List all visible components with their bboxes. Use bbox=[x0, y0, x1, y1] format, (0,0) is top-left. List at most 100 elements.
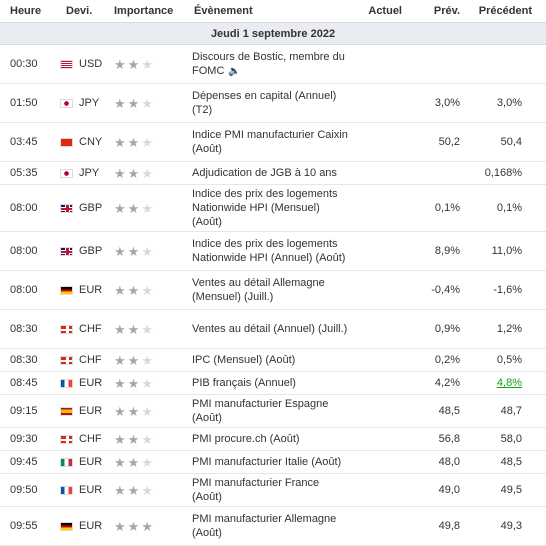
star-icon: ★ bbox=[127, 454, 140, 470]
col-importance-header[interactable]: Importance bbox=[114, 0, 192, 23]
speaker-icon[interactable]: 🔈 bbox=[228, 65, 241, 77]
event-forecast bbox=[402, 44, 466, 84]
event-name[interactable]: Indice des prix des logements Nationwide… bbox=[192, 231, 352, 271]
event-previous-value: 49,5 bbox=[500, 484, 522, 496]
star-icon: ★ bbox=[141, 375, 153, 391]
event-name-text[interactable]: PMI manufacturier Italie (Août) bbox=[192, 456, 342, 468]
table-header: Heure Devi. Importance Évènement Actuel … bbox=[0, 0, 546, 23]
event-name[interactable]: PIB français (Annuel) bbox=[192, 371, 352, 395]
event-name[interactable]: Indice des prix des logements Nationwide… bbox=[192, 184, 352, 232]
event-forecast: 56,8 bbox=[402, 427, 466, 451]
star-icon: ★ bbox=[114, 200, 126, 216]
event-name-text[interactable]: Indice PMI manufacturier Caixin (Août) bbox=[192, 129, 348, 155]
table-row[interactable]: 09:30 CHF ★ ★ ★ PMI procure.ch (Août) 56,8… bbox=[0, 427, 546, 451]
event-name-text[interactable]: Dépenses en capital (Annuel) (T2) bbox=[192, 90, 337, 116]
currency-code: EUR bbox=[79, 377, 103, 389]
event-name-text[interactable]: PIB français (Annuel) bbox=[192, 377, 296, 389]
event-name-text[interactable]: PMI manufacturier Espagne (Août) bbox=[192, 398, 329, 424]
event-previous-value: 11,0% bbox=[491, 245, 522, 257]
event-name-text[interactable]: PMI manufacturier Allemagne (Août) bbox=[192, 513, 337, 539]
event-forecast: 49,0 bbox=[402, 473, 466, 507]
table-row[interactable]: 08:00 GBP ★ ★ ★ Indice des prix des logeme… bbox=[0, 231, 546, 271]
event-name-text[interactable]: Indice des prix des logements Nationwide… bbox=[192, 238, 346, 264]
col-previous-header[interactable]: Précédent bbox=[466, 0, 546, 23]
event-name[interactable]: Dépenses en capital (Annuel) (T2) bbox=[192, 83, 352, 123]
event-name[interactable]: Indice PMI manufacturier Caixin (Août) bbox=[192, 122, 352, 162]
col-event-header[interactable]: Évènement bbox=[192, 0, 352, 23]
event-name-text[interactable]: PMI manufacturier France (Août) bbox=[192, 477, 320, 503]
event-actual bbox=[352, 506, 402, 546]
table-row[interactable]: 08:45 EUR ★ ★ ★ PIB français (Annuel) 4,2%… bbox=[0, 371, 546, 395]
table-row[interactable]: 09:55 EUR ★ ★ ★ PMI manufacturier Allemagn… bbox=[0, 506, 546, 546]
event-name[interactable]: Ventes au détail (Annuel) (Juill.) bbox=[192, 309, 352, 349]
event-name-text[interactable]: Ventes au détail Allemagne (Mensuel) (Ju… bbox=[192, 277, 325, 303]
star-icon: ★ bbox=[127, 518, 140, 534]
star-icon: ★ bbox=[127, 431, 140, 447]
star-icon: ★ bbox=[114, 375, 126, 391]
event-currency: EUR bbox=[58, 270, 114, 310]
event-name[interactable]: PMI manufacturier Allemagne (Août) bbox=[192, 506, 352, 546]
col-currency-header[interactable]: Devi. bbox=[58, 0, 114, 23]
star-icon: ★ bbox=[141, 482, 153, 498]
currency-code: JPY bbox=[79, 167, 100, 179]
event-importance: ★ ★ ★ bbox=[114, 427, 192, 451]
flag-jp-icon bbox=[60, 98, 73, 108]
table-row[interactable]: 08:00 GBP ★ ★ ★ Indice des prix des logeme… bbox=[0, 184, 546, 232]
table-row[interactable]: 03:45 CNY ★ ★ ★ Indice PMI manufacturier C… bbox=[0, 122, 546, 162]
event-name-text[interactable]: Adjudication de JGB à 10 ans bbox=[192, 167, 337, 179]
table-row[interactable]: 00:30 USD ★ ★ ★ Discours de Bostic, membre… bbox=[0, 44, 546, 84]
event-time: 09:50 bbox=[0, 473, 58, 507]
table-row[interactable]: 08:30 CHF ★ ★ ★ IPC (Mensuel) (Août) 0,2% … bbox=[0, 348, 546, 372]
star-icon: ★ bbox=[127, 200, 140, 216]
event-currency: GBP bbox=[58, 231, 114, 271]
event-name[interactable]: PMI manufacturier France (Août) bbox=[192, 473, 352, 507]
table-row[interactable]: 09:50 EUR ★ ★ ★ PMI manufacturier France (… bbox=[0, 473, 546, 507]
col-time-header[interactable]: Heure bbox=[0, 0, 58, 23]
star-icon: ★ bbox=[127, 56, 140, 72]
star-icon: ★ bbox=[127, 352, 140, 368]
event-name[interactable]: PMI procure.ch (Août) bbox=[192, 427, 352, 451]
flag-gb-icon bbox=[60, 203, 73, 213]
event-name-text[interactable]: Ventes au détail (Annuel) (Juill.) bbox=[192, 323, 348, 335]
event-currency: EUR bbox=[58, 506, 114, 546]
event-name[interactable]: Adjudication de JGB à 10 ans bbox=[192, 161, 352, 185]
table-row[interactable]: 01:50 JPY ★ ★ ★ Dépenses en capital (Annue… bbox=[0, 83, 546, 123]
table-row[interactable]: 05:35 JPY ★ ★ ★ Adjudication de JGB à 10 a… bbox=[0, 161, 546, 185]
table-row[interactable]: 08:30 CHF ★ ★ ★ Ventes au détail (Annuel) … bbox=[0, 309, 546, 349]
event-forecast: 0,2% bbox=[402, 348, 466, 372]
event-previous bbox=[466, 44, 546, 84]
event-name-text[interactable]: PMI procure.ch (Août) bbox=[192, 433, 300, 445]
event-name[interactable]: Ventes au détail Allemagne (Mensuel) (Ju… bbox=[192, 270, 352, 310]
col-forecast-header[interactable]: Prév. bbox=[402, 0, 466, 23]
event-name[interactable]: Discours de Bostic, membre du FOMC 🔈 bbox=[192, 44, 352, 84]
event-name[interactable]: IPC (Mensuel) (Août) bbox=[192, 348, 352, 372]
col-actual-header[interactable]: Actuel bbox=[352, 0, 402, 23]
event-name-text[interactable]: IPC (Mensuel) (Août) bbox=[192, 354, 296, 366]
table-row[interactable]: 09:15 EUR ★ ★ ★ PMI manufacturier Espagne … bbox=[0, 394, 546, 428]
event-currency: CHF bbox=[58, 348, 114, 372]
event-previous-value: 49,3 bbox=[500, 520, 522, 532]
currency-code: USD bbox=[79, 58, 103, 70]
event-time: 09:55 bbox=[0, 506, 58, 546]
event-previous-value: 0,1% bbox=[496, 202, 522, 214]
event-time: 08:00 bbox=[0, 270, 58, 310]
date-row: Jeudi 1 septembre 2022 bbox=[0, 22, 546, 45]
event-name-text[interactable]: Indice des prix des logements Nationwide… bbox=[192, 188, 338, 228]
event-name[interactable]: PMI manufacturier Italie (Août) bbox=[192, 450, 352, 474]
star-icon: ★ bbox=[127, 243, 140, 259]
event-currency: EUR bbox=[58, 371, 114, 395]
currency-code: CHF bbox=[79, 433, 102, 445]
currency-code: EUR bbox=[79, 484, 103, 496]
event-name-text[interactable]: Discours de Bostic, membre du FOMC bbox=[192, 50, 345, 77]
star-icon: ★ bbox=[114, 282, 126, 298]
currency-code: JPY bbox=[79, 97, 100, 109]
table-row[interactable]: 08:00 EUR ★ ★ ★ Ventes au détail Allemagne… bbox=[0, 270, 546, 310]
currency-code: CHF bbox=[79, 323, 102, 335]
star-icon: ★ bbox=[141, 321, 153, 337]
event-currency: EUR bbox=[58, 473, 114, 507]
star-icon: ★ bbox=[141, 431, 153, 447]
currency-code: EUR bbox=[79, 520, 103, 532]
event-name[interactable]: PMI manufacturier Espagne (Août) bbox=[192, 394, 352, 428]
table-row[interactable]: 09:45 EUR ★ ★ ★ PMI manufacturier Italie (… bbox=[0, 450, 546, 474]
event-actual bbox=[352, 83, 402, 123]
